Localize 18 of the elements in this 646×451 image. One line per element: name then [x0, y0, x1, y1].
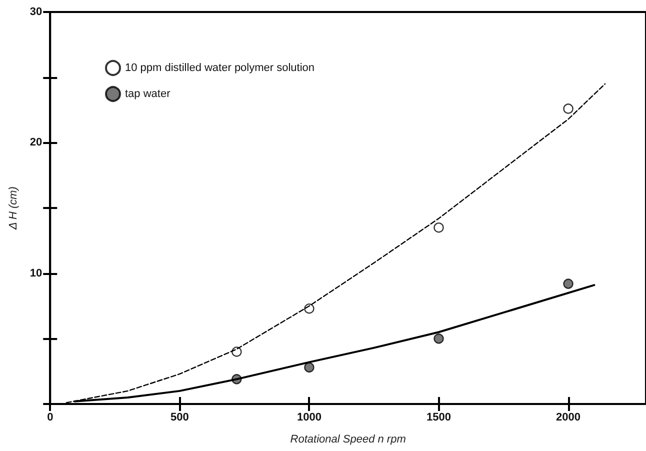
y-axis-title: Δ H (cm): [8, 186, 20, 231]
x-tick-label: 500: [170, 412, 189, 424]
x-tick-label: 0: [47, 412, 54, 424]
x-axis-title: Rotational Speed n rpm: [290, 434, 406, 446]
point: [563, 278, 574, 289]
x-tick-label: 2000: [556, 412, 581, 424]
point: [434, 222, 444, 233]
x-tick-label: 1000: [296, 412, 322, 424]
x-tick-label: 1500: [426, 412, 451, 424]
line-series: [66, 83, 606, 404]
legend-label: tap water: [125, 88, 171, 100]
point: [563, 104, 574, 114]
y-tick-label: 30: [30, 6, 42, 18]
legend-label: 10 ppm distilled water polymer solution: [125, 62, 315, 74]
y-tick-label: 20: [30, 136, 42, 149]
point: [434, 334, 444, 344]
point: [304, 362, 314, 373]
y-tick-label: 10: [30, 267, 42, 280]
